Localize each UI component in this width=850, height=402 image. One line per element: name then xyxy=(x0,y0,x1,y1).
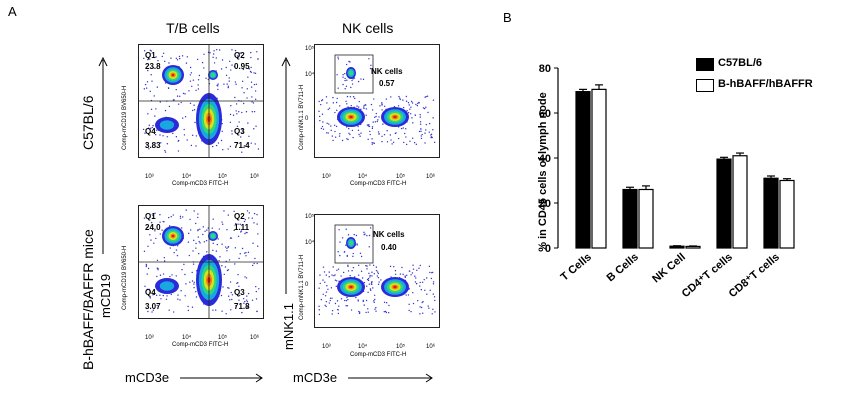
q3-label: Q3 xyxy=(234,127,245,136)
mcd19-axis-arrow xyxy=(98,56,108,254)
legend-label-hbaff: B-hBAFF/hBAFFR xyxy=(718,78,813,90)
q4-label: Q4 xyxy=(145,127,156,136)
y-tick-label: 60 xyxy=(539,108,551,120)
flow-plot-nk-c57: NK cells 0.57 xyxy=(314,44,440,158)
tick-y: 0 xyxy=(305,282,309,288)
mnk11-axis-arrow xyxy=(281,56,291,294)
nk-x-axis-label: Comp-mCD3 FITC-H xyxy=(350,181,407,187)
tick-y: 10⁴ xyxy=(305,72,315,78)
x-tick-label: B Cells xyxy=(605,251,641,284)
tick-x: 10⁵ xyxy=(218,335,228,341)
bar xyxy=(732,155,748,249)
tb-x-axis-label: Comp-mCD3 FITC-H xyxy=(172,181,229,187)
bar xyxy=(716,158,732,249)
big-axis-mcd19: mCD19 xyxy=(98,273,113,318)
bar-chart: % in CD45 cells of lymph node 0 20 40 60 80 T… xyxy=(537,63,795,300)
tick-x: 10³ xyxy=(322,174,331,180)
q3-value: 71.8 xyxy=(234,302,250,311)
tick-y: 10⁴ xyxy=(305,240,315,246)
flow-plot-tb-c57: Q1 23.8 Q2 0.95 Q4 3.83 Q3 71.4 xyxy=(138,44,264,158)
panel-a-label: A xyxy=(8,4,17,19)
tick-x: 10⁴ xyxy=(358,174,368,180)
legend-label-c57: C57BL/6 xyxy=(718,57,763,69)
tick-y: 10⁵ xyxy=(305,46,315,52)
x-tick-label: CD4⁺T cells xyxy=(680,251,735,300)
tick-x: 10⁴ xyxy=(182,335,192,341)
nk-gate-label: NK cells xyxy=(371,67,403,76)
q2-value: 1.11 xyxy=(234,223,250,232)
big-axis-mcd3e-right: mCD3e xyxy=(293,370,338,385)
row-label-c57: C57BL/6 xyxy=(80,95,96,150)
tick-x: 10³ xyxy=(322,344,331,350)
tb-x-axis-label: Comp-mCD3 FITC-H xyxy=(172,342,229,348)
nk-cells-title: NK cells xyxy=(342,20,394,36)
tick-x: 10⁴ xyxy=(358,344,368,350)
density-tb-hbaff xyxy=(139,206,263,318)
big-axis-mnk11: mNK1.1 xyxy=(281,303,296,350)
density-nk-c57 xyxy=(318,54,436,146)
density-nk-hbaff xyxy=(318,224,436,316)
nk-gate-value: 0.40 xyxy=(381,243,397,252)
nk-x-axis-label: Comp-mCD3 FITC-H xyxy=(350,352,407,358)
tick-x: 10⁴ xyxy=(182,174,192,180)
bar xyxy=(575,91,591,249)
x-tick-label: CD8⁺T cells xyxy=(727,251,782,300)
x-tick-label: T Cells xyxy=(559,251,594,283)
flow-plot-tb-hbaff: Q1 24.0 Q2 1.11 Q4 3.07 Q3 71.8 xyxy=(138,205,264,319)
big-axis-mcd3e-left: mCD3e xyxy=(125,370,170,385)
tick-y: 0 xyxy=(305,116,309,122)
q1-value: 24.0 xyxy=(145,223,161,232)
legend-swatch-c57 xyxy=(696,58,714,71)
tick-x: 10³ xyxy=(145,335,154,341)
y-tick-label: 0 xyxy=(545,243,551,255)
tb-y-axis-label: Comp-mCD19 BV650-H xyxy=(122,245,128,310)
q4-label: Q4 xyxy=(145,288,156,297)
q2-value: 0.95 xyxy=(234,62,250,71)
y-tick-label: 20 xyxy=(539,198,551,210)
tick-x: 10⁵ xyxy=(396,344,406,350)
q4-value: 3.07 xyxy=(145,302,161,311)
y-tick-label: 40 xyxy=(539,153,551,165)
tick-x: 10⁵ xyxy=(396,174,406,180)
x-tick-label: NK Cell xyxy=(650,251,688,285)
legend-swatch-hbaff xyxy=(696,79,714,92)
bar xyxy=(779,179,795,249)
bar xyxy=(591,88,607,249)
q3-value: 71.4 xyxy=(234,141,250,150)
q2-label: Q2 xyxy=(234,51,245,60)
row-label-hbaff: B-hBAFF/BAFFR mice xyxy=(80,229,96,370)
tick-y: 10⁵ xyxy=(305,214,315,220)
q1-label: Q1 xyxy=(145,212,156,221)
y-tick-label: 80 xyxy=(539,63,551,75)
bar xyxy=(685,245,701,249)
tick-x: 10³ xyxy=(145,174,154,180)
tick-x: 10⁶ xyxy=(250,335,260,341)
mcd3e-arrow-left xyxy=(180,373,263,383)
nk-gate-value: 0.57 xyxy=(379,79,395,88)
density-tb-c57 xyxy=(139,45,263,157)
q4-value: 3.83 xyxy=(145,141,161,150)
q1-label: Q1 xyxy=(145,51,156,60)
nk-gate-label: NK cells xyxy=(373,230,405,239)
q3-label: Q3 xyxy=(234,288,245,297)
mcd3e-arrow-right xyxy=(348,373,433,383)
tb-y-axis-label: Comp-mCD19 BV650-H xyxy=(122,85,128,150)
bar xyxy=(763,177,779,249)
flow-plot-nk-hbaff: NK cells 0.40 xyxy=(314,214,440,328)
tb-cells-title: T/B cells xyxy=(166,20,220,36)
tick-x: 10⁶ xyxy=(426,174,436,180)
bar xyxy=(622,188,638,249)
tick-x: 10⁶ xyxy=(250,174,260,180)
bar xyxy=(669,245,685,249)
y-axis-title: % in CD45 cells of lymph node xyxy=(537,92,549,252)
tick-x: 10⁶ xyxy=(426,344,436,350)
q2-label: Q2 xyxy=(234,212,245,221)
q1-value: 23.8 xyxy=(145,62,161,71)
panel-b-label: B xyxy=(503,10,512,25)
tick-x: 10⁵ xyxy=(218,174,228,180)
bar xyxy=(638,188,654,249)
